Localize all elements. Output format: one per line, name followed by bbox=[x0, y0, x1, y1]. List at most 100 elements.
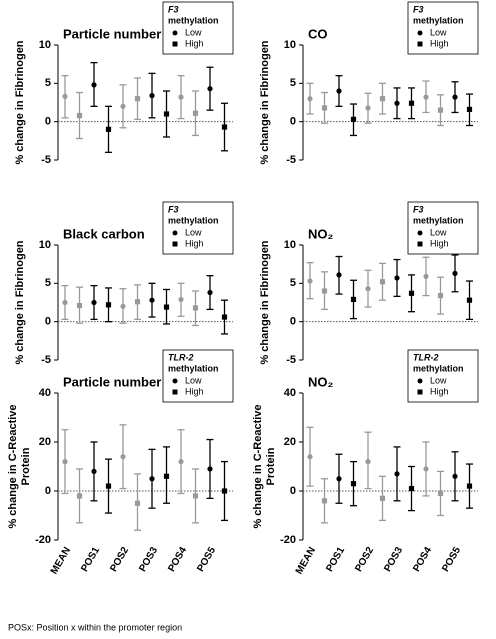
legend-label: High bbox=[430, 38, 449, 48]
legend-marker bbox=[417, 241, 423, 247]
y-tick-label: 40 bbox=[284, 387, 296, 399]
legend-gene: TLR-2 bbox=[413, 352, 439, 362]
legend-label: High bbox=[185, 38, 204, 48]
x-tick-label: MEAN bbox=[294, 545, 318, 576]
y-axis-label: % change in C-Reactive bbox=[7, 404, 19, 528]
point bbox=[134, 500, 141, 506]
point bbox=[192, 110, 199, 116]
point bbox=[163, 304, 170, 310]
panel-title: CO bbox=[308, 26, 328, 41]
point bbox=[62, 299, 68, 306]
point bbox=[207, 466, 213, 472]
point bbox=[321, 105, 328, 111]
point bbox=[466, 483, 473, 489]
point bbox=[221, 488, 228, 494]
legend-gene: F3 bbox=[168, 204, 179, 214]
legend-label: Low bbox=[430, 375, 447, 385]
point bbox=[91, 468, 97, 474]
point bbox=[178, 459, 184, 465]
point bbox=[336, 272, 342, 278]
y-tick-label: -5 bbox=[286, 354, 296, 366]
y-tick-label: 5 bbox=[290, 277, 296, 289]
y-axis-label: % change in Fibrinogen bbox=[259, 240, 271, 364]
y-axis-label: % change in Fibrinogen bbox=[14, 40, 26, 164]
point bbox=[178, 94, 184, 100]
point bbox=[221, 314, 228, 320]
point bbox=[62, 93, 68, 99]
point bbox=[178, 296, 184, 303]
point bbox=[437, 293, 444, 299]
legend-label: Low bbox=[185, 27, 202, 37]
y-tick-label: 20 bbox=[284, 436, 296, 448]
x-tick-label: POS3 bbox=[382, 545, 405, 574]
legend-label: Low bbox=[185, 375, 202, 385]
y-tick-label: 0 bbox=[45, 316, 51, 328]
panel-title: NO₂ bbox=[308, 374, 334, 389]
panel-title: Black carbon bbox=[63, 226, 145, 241]
panel-title: Particle number bbox=[63, 374, 161, 389]
point bbox=[134, 96, 141, 102]
x-tick-label: POS2 bbox=[353, 545, 376, 574]
point bbox=[379, 495, 386, 501]
point bbox=[321, 498, 328, 504]
point bbox=[321, 288, 328, 294]
point bbox=[365, 105, 371, 111]
legend-marker bbox=[417, 378, 423, 384]
point bbox=[437, 107, 444, 113]
point bbox=[105, 126, 112, 132]
y-tick-label: -5 bbox=[41, 354, 51, 366]
y-tick-label: -5 bbox=[286, 154, 296, 166]
point bbox=[394, 100, 400, 106]
legend-title: methylation bbox=[413, 15, 464, 25]
x-tick-label: POS5 bbox=[195, 545, 218, 574]
x-tick-label: POS5 bbox=[440, 545, 463, 574]
legend-label: High bbox=[430, 238, 449, 248]
point bbox=[207, 86, 213, 92]
point bbox=[149, 476, 155, 482]
point bbox=[423, 94, 429, 100]
y-tick-label: 0 bbox=[290, 116, 296, 128]
point bbox=[192, 493, 199, 499]
point bbox=[149, 297, 155, 303]
legend-label: Low bbox=[430, 227, 447, 237]
legend-marker bbox=[172, 41, 178, 47]
point bbox=[365, 286, 371, 292]
x-tick-label: POS1 bbox=[324, 545, 347, 574]
point bbox=[452, 270, 458, 276]
point bbox=[149, 93, 155, 99]
point bbox=[379, 279, 386, 285]
legend-label: Low bbox=[185, 227, 202, 237]
point bbox=[307, 278, 313, 284]
point bbox=[163, 473, 170, 479]
point bbox=[379, 96, 386, 102]
y-tick-label: 5 bbox=[45, 277, 51, 289]
x-tick-label: POS4 bbox=[411, 545, 434, 574]
point bbox=[62, 459, 68, 465]
legend-title: methylation bbox=[168, 15, 219, 25]
point bbox=[350, 116, 357, 122]
y-axis-label: Protein bbox=[20, 447, 32, 485]
y-tick-label: 0 bbox=[45, 485, 51, 497]
y-tick-label: -5 bbox=[41, 154, 51, 166]
x-tick-label: POS2 bbox=[108, 545, 131, 574]
legend-gene: F3 bbox=[413, 4, 424, 14]
point bbox=[76, 493, 83, 499]
y-tick-label: 0 bbox=[45, 116, 51, 128]
legend-marker bbox=[172, 30, 178, 36]
x-tick-label: POS3 bbox=[137, 545, 160, 574]
point bbox=[365, 459, 371, 465]
y-axis-label: % change in Fibrinogen bbox=[14, 240, 26, 364]
legend-gene: TLR-2 bbox=[168, 352, 194, 362]
panel-title: Particle number bbox=[63, 26, 161, 41]
point bbox=[408, 290, 415, 296]
point bbox=[466, 106, 473, 112]
x-tick-label: POS1 bbox=[79, 545, 102, 574]
point bbox=[120, 303, 126, 309]
legend-gene: F3 bbox=[168, 4, 179, 14]
legend-marker bbox=[172, 241, 178, 247]
y-tick-label: 5 bbox=[290, 77, 296, 89]
point bbox=[423, 273, 429, 280]
legend-label: Low bbox=[430, 27, 447, 37]
y-tick-label: 20 bbox=[39, 436, 51, 448]
